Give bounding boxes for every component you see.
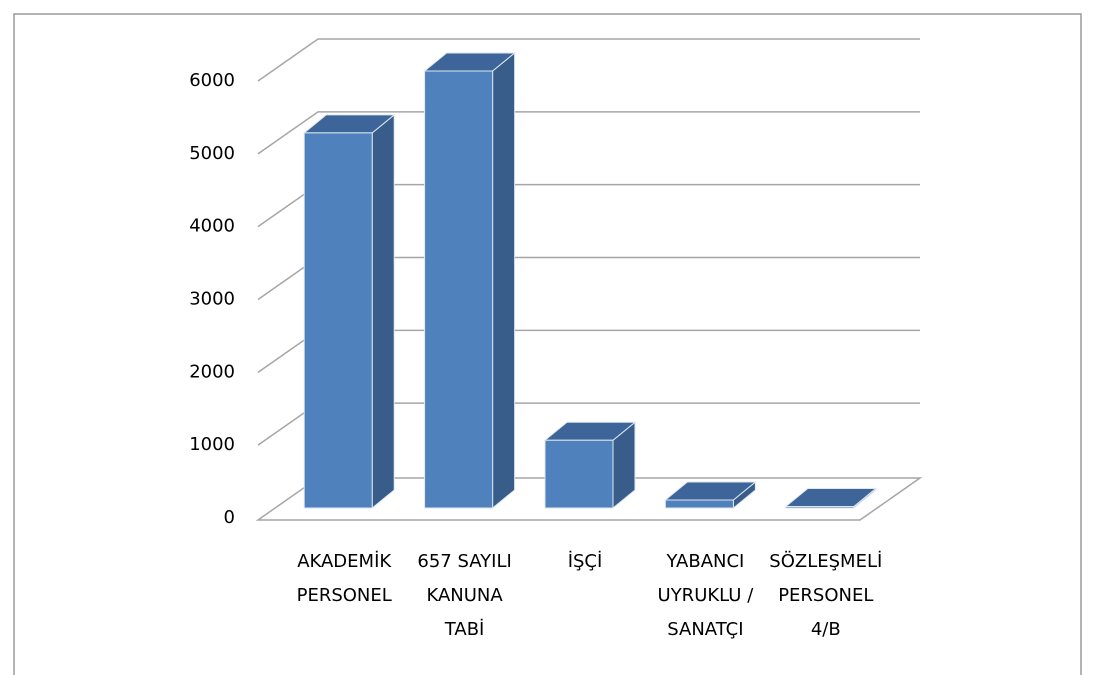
bar-front xyxy=(785,506,855,509)
bar-front xyxy=(664,499,734,509)
y-tick-label: 6000 xyxy=(189,70,235,91)
bar-front xyxy=(303,132,373,509)
y-tick-label: 4000 xyxy=(189,216,235,237)
bar xyxy=(302,113,396,510)
grid-line xyxy=(257,38,920,82)
bar-front xyxy=(544,439,614,509)
x-tick-label: SÖZLEŞMELİ PERSONEL 4/B xyxy=(769,550,882,640)
bar xyxy=(543,421,637,510)
bar-front xyxy=(424,70,494,509)
x-tick-label: 657 SAYILI KANUNA TABİ xyxy=(417,551,511,640)
chart-frame xyxy=(13,13,1082,675)
y-tick-label: 0 xyxy=(224,507,235,528)
y-tick-label: 5000 xyxy=(189,143,235,164)
y-tick-label: 3000 xyxy=(189,289,235,310)
x-tick-label: AKADEMİK PERSONEL xyxy=(297,551,393,606)
bar xyxy=(784,487,878,510)
bar xyxy=(423,51,517,510)
y-tick-label: 2000 xyxy=(189,361,235,382)
x-tick-label: YABANCI UYRUKLU / SANATÇI xyxy=(658,551,755,640)
bar-side xyxy=(371,113,395,510)
bar xyxy=(663,480,757,510)
x-tick-label: İŞÇİ xyxy=(568,551,603,572)
bar-side xyxy=(492,51,516,510)
grid-line xyxy=(257,111,920,155)
y-tick-label: 1000 xyxy=(189,434,235,455)
